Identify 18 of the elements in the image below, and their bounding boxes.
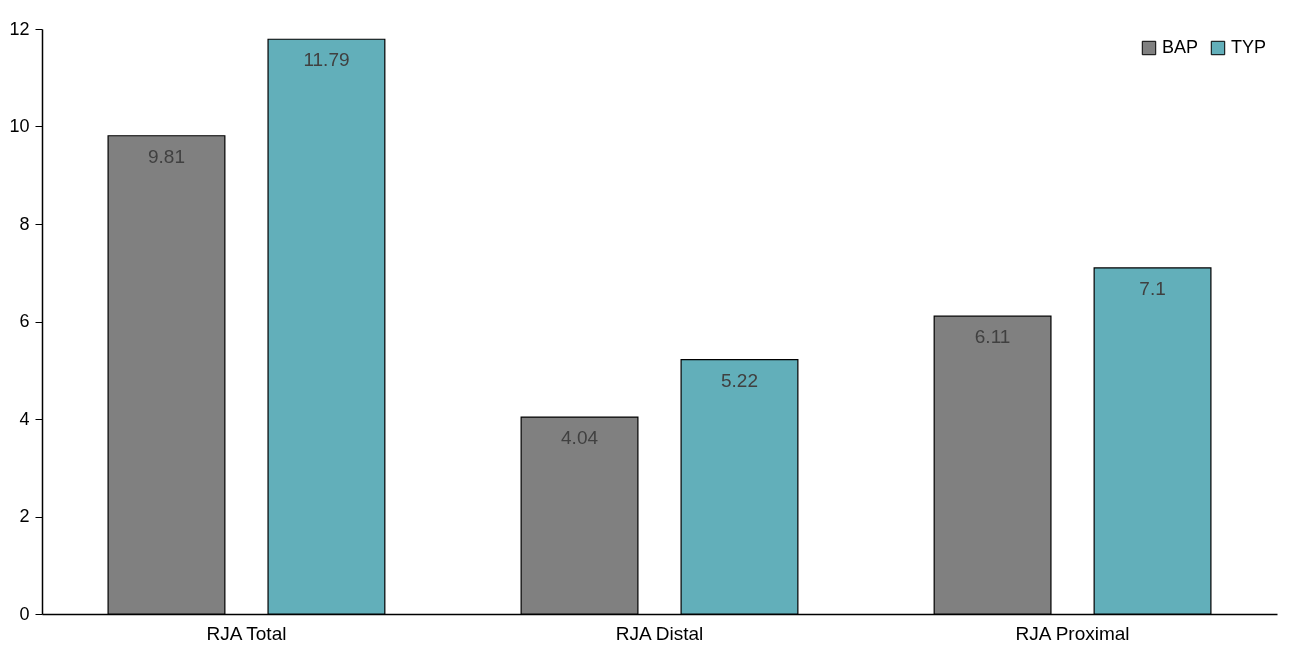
legend-label: BAP [1162, 37, 1199, 57]
x-tick-label: RJA Proximal [1015, 622, 1130, 644]
data-label: 4.04 [561, 427, 599, 449]
y-tick-label: 6 [19, 311, 30, 331]
y-tick-label: 4 [19, 408, 30, 429]
x-tick-label: RJA Total [206, 622, 287, 644]
data-label: 7.1 [1139, 277, 1166, 299]
y-tick-label: 8 [19, 213, 30, 234]
legend-label: TYP [1231, 37, 1267, 57]
y-tick-label: 10 [9, 116, 30, 136]
y-tick-label: 2 [19, 506, 30, 526]
data-label: 5.22 [720, 369, 758, 391]
data-label: 11.79 [303, 49, 350, 71]
y-tick-label: 12 [9, 18, 30, 39]
y-tick-label: 0 [19, 603, 30, 624]
data-label: 6.11 [974, 326, 1011, 348]
x-tick-label: RJA Distal [615, 622, 704, 644]
data-label: 9.81 [147, 145, 185, 167]
